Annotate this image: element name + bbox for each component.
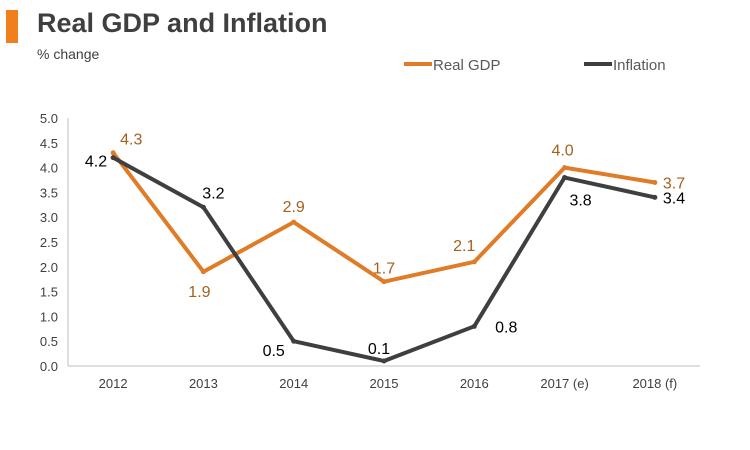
y-tick-label: 4.0 (40, 161, 58, 176)
x-tick-label: 2016 (460, 376, 489, 391)
y-tick-label: 1.5 (40, 285, 58, 300)
inflation-data-label: 3.2 (202, 185, 224, 202)
inflation-point (381, 358, 387, 364)
gdp-point (381, 279, 387, 285)
y-tick-label: 0.0 (40, 359, 58, 374)
x-tick-label: 2018 (f) (632, 376, 677, 391)
x-tick-label: 2015 (370, 376, 399, 391)
gdp-data-label: 1.7 (373, 261, 395, 278)
x-tick-label: 2014 (279, 376, 308, 391)
gdp-data-label: 3.7 (663, 175, 685, 192)
gdp-data-label: 1.9 (188, 284, 210, 301)
gdp-point (471, 259, 477, 265)
gdp-point (200, 269, 206, 275)
chart-subtitle: % change (37, 46, 100, 62)
gdp-data-label: 4.0 (551, 143, 573, 160)
y-tick-label: 4.5 (40, 136, 58, 151)
inflation-data-label: 0.1 (368, 341, 390, 358)
inflation-point (200, 204, 206, 210)
legend-label-inflation: Inflation (613, 57, 666, 74)
x-tick-label: 2013 (189, 376, 218, 391)
inflation-point (652, 194, 658, 200)
inflation-data-label: 4.2 (85, 154, 107, 171)
inflation-data-label: 3.8 (569, 193, 591, 210)
y-tick-label: 1.0 (40, 309, 58, 324)
inflation-data-label: 0.8 (495, 319, 517, 336)
inflation-point (291, 338, 297, 344)
y-tick-label: 2.0 (40, 260, 58, 275)
inflation-point (562, 175, 568, 181)
legend-label-gdp: Real GDP (433, 57, 501, 74)
gdp-data-label: 2.9 (283, 199, 305, 216)
y-tick-label: 3.0 (40, 210, 58, 225)
inflation-data-label: 0.5 (263, 343, 285, 360)
title-accent-bar (6, 10, 18, 43)
inflation-point (471, 323, 477, 329)
chart-title: Real GDP and Inflation (37, 8, 328, 38)
gdp-point (562, 165, 568, 171)
gdp-point (652, 179, 658, 185)
y-tick-label: 2.5 (40, 235, 58, 250)
gdp-point (291, 219, 297, 225)
y-tick-label: 5.0 (40, 111, 58, 126)
gdp-point (110, 150, 116, 156)
x-tick-label: 2012 (99, 376, 128, 391)
inflation-data-label: 3.4 (663, 190, 685, 207)
y-tick-label: 3.5 (40, 185, 58, 200)
inflation-point (110, 155, 116, 161)
gdp-data-label: 2.1 (453, 238, 475, 255)
x-tick-label: 2017 (e) (540, 376, 588, 391)
y-tick-label: 0.5 (40, 334, 58, 349)
gdp-data-label: 4.3 (120, 132, 142, 149)
